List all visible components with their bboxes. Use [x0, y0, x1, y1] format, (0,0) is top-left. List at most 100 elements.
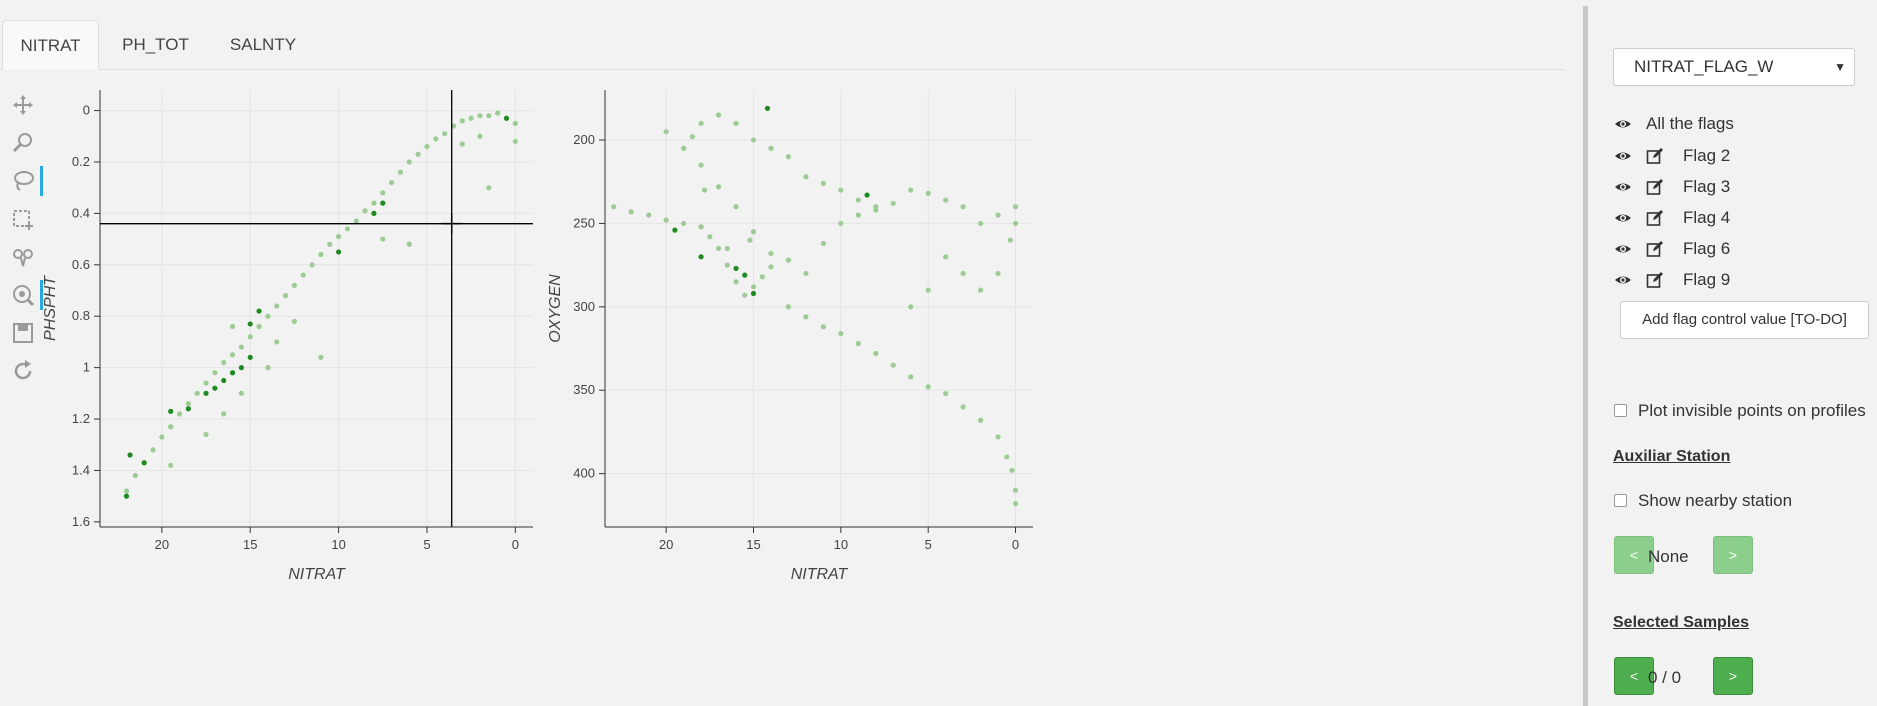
edit-icon[interactable]: [1646, 178, 1664, 196]
data-point: [247, 354, 253, 360]
data-point: [335, 249, 342, 255]
data-point: [701, 187, 708, 193]
eye-icon[interactable]: [1614, 271, 1632, 289]
data-point: [750, 137, 757, 143]
tab-nitrat[interactable]: NITRAT: [2, 20, 99, 70]
y-tick-label: 250: [573, 215, 595, 230]
show-nearby-checkbox[interactable]: [1614, 494, 1627, 507]
data-point: [309, 262, 315, 268]
y-tick-label: 0.6: [72, 257, 90, 272]
eye-icon[interactable]: [1614, 178, 1632, 196]
data-point: [291, 282, 298, 288]
data-point: [698, 162, 704, 168]
y-tick-label: 0.4: [72, 205, 90, 220]
tab-salnty[interactable]: SALNTY: [229, 35, 297, 54]
data-point: [123, 493, 130, 499]
data-point: [168, 408, 174, 414]
data-point: [247, 321, 253, 327]
data-point: [855, 212, 861, 218]
data-point: [291, 318, 298, 324]
plot-invisible-checkbox[interactable]: [1614, 404, 1627, 417]
box-zoom-icon: [12, 133, 32, 153]
box-zoom-tool-button[interactable]: [6, 126, 40, 160]
data-point: [265, 313, 271, 319]
show-nearby-option[interactable]: Show nearby station: [1614, 490, 1874, 512]
data-point: [943, 197, 949, 203]
data-point: [176, 411, 183, 417]
data-point: [477, 133, 483, 139]
data-point: [707, 234, 713, 240]
x-tick-label: 5: [925, 537, 932, 552]
data-point: [960, 270, 966, 277]
eye-icon[interactable]: [1614, 147, 1632, 165]
data-point: [150, 447, 156, 453]
data-point: [123, 488, 130, 494]
samples-prev-button[interactable]: <: [1614, 657, 1654, 695]
selected-samples-title: Selected Samples: [1613, 614, 1750, 631]
data-point: [344, 226, 351, 232]
add-flag-control-button[interactable]: Add flag control value [TO-DO]: [1620, 301, 1869, 339]
x-tick-label: 15: [746, 537, 760, 552]
data-point: [1004, 454, 1010, 460]
data-point: [371, 210, 377, 216]
data-point: [890, 362, 896, 368]
data-point: [925, 287, 931, 293]
edit-icon[interactable]: [1646, 147, 1664, 165]
plot-invisible-option[interactable]: Plot invisible points on profiles: [1614, 400, 1874, 422]
data-point: [415, 151, 421, 157]
edit-icon[interactable]: [1646, 240, 1664, 258]
data-point: [977, 287, 984, 293]
tab-ph-tot[interactable]: PH_TOT: [122, 35, 189, 54]
y-tick-label: 0: [83, 103, 90, 118]
x-tick-label: 0: [1012, 537, 1019, 552]
data-point: [768, 264, 774, 270]
eye-icon[interactable]: [1614, 240, 1632, 258]
data-point: [380, 190, 386, 196]
flag-row-4: Flag 4: [1614, 206, 1814, 230]
lasso-select-tool-button[interactable]: [6, 164, 43, 198]
edit-icon[interactable]: [1646, 271, 1664, 289]
data-point: [750, 284, 757, 290]
data-point: [943, 390, 949, 397]
data-point: [908, 187, 914, 193]
data-point: [229, 323, 236, 330]
sidebar-divider[interactable]: [1583, 6, 1588, 706]
y-tick-label: 1: [83, 360, 90, 375]
flag-row-3: Flag 3: [1614, 175, 1814, 199]
box-select-tool-button[interactable]: [6, 202, 40, 236]
y-tick-label: 0.2: [72, 154, 90, 169]
data-point: [256, 323, 262, 330]
eye-icon[interactable]: [1614, 209, 1632, 227]
pan-tool-button[interactable]: [6, 88, 40, 122]
data-point: [468, 115, 474, 121]
data-point: [764, 105, 771, 111]
eye-icon[interactable]: [1614, 115, 1632, 133]
tap-select-tool-button[interactable]: [6, 240, 40, 274]
x-tick-label: 20: [659, 537, 673, 552]
wheel-zoom-tool-button[interactable]: [6, 278, 43, 312]
edit-icon[interactable]: [1646, 209, 1664, 227]
data-point: [141, 460, 147, 466]
data-point: [838, 187, 844, 193]
data-point: [681, 145, 687, 151]
station-next-button[interactable]: >: [1713, 536, 1753, 574]
reset-tool-button[interactable]: [6, 354, 40, 388]
data-point: [353, 218, 359, 224]
data-point: [389, 179, 395, 186]
flag-column-select[interactable]: NITRAT_FLAG_W ▼: [1613, 48, 1855, 86]
data-point: [977, 417, 984, 423]
save-tool-button[interactable]: [6, 316, 40, 350]
samples-next-button[interactable]: >: [1713, 657, 1753, 695]
plots-area[interactable]: 20 15 10 5 0 0 0.2 0.4 0.6 0.8 1 1.2 1.4 1.6 NITRAT PHS…: [0, 80, 1060, 600]
station-prev-button[interactable]: <: [1614, 536, 1654, 574]
data-point: [238, 390, 244, 396]
data-point: [1009, 467, 1015, 473]
data-point: [459, 118, 465, 124]
data-point: [397, 169, 404, 175]
data-point: [995, 434, 1001, 440]
data-point: [715, 245, 722, 252]
data-point: [371, 200, 377, 206]
data-point: [229, 370, 236, 376]
flag-row-6: Flag 6: [1614, 237, 1814, 261]
data-point: [646, 212, 652, 218]
